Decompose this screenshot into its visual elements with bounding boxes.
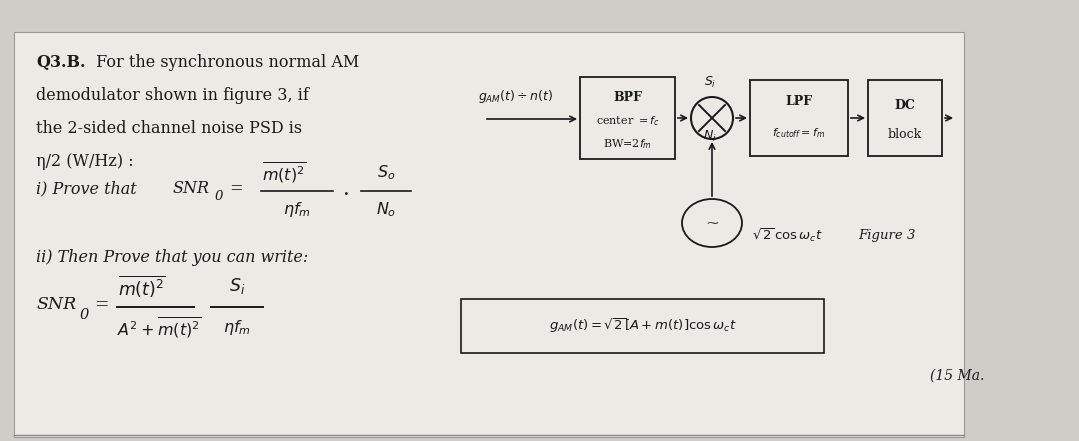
Text: $A^2 + \overline{m(t)^2}$: $A^2 + \overline{m(t)^2}$: [117, 316, 202, 340]
Text: =: =: [226, 180, 244, 198]
Text: ~: ~: [705, 214, 719, 232]
Text: $N_i$: $N_i$: [704, 129, 716, 144]
FancyBboxPatch shape: [461, 299, 824, 353]
Text: Q3.B.: Q3.B.: [36, 54, 85, 71]
Text: i) Prove that: i) Prove that: [36, 180, 147, 198]
Text: $\overline{m(t)^2}$: $\overline{m(t)^2}$: [262, 160, 306, 185]
Text: .: .: [343, 178, 350, 200]
Text: 0: 0: [80, 308, 90, 322]
Text: $\eta f_m$: $\eta f_m$: [223, 318, 251, 337]
Text: $S_i$: $S_i$: [229, 276, 245, 296]
Text: $S_o$: $S_o$: [377, 163, 395, 182]
Text: SNR: SNR: [36, 296, 77, 314]
Text: SNR: SNR: [173, 180, 210, 198]
Text: block: block: [888, 128, 923, 141]
Text: $g_{AM}(t) = \sqrt{2}[A + m(t)]\cos\omega_c t$: $g_{AM}(t) = \sqrt{2}[A + m(t)]\cos\omeg…: [548, 317, 736, 336]
Text: $\overline{m(t)^2}$: $\overline{m(t)^2}$: [119, 273, 166, 299]
Text: 0: 0: [215, 191, 223, 203]
Text: For the synchronous normal AM: For the synchronous normal AM: [91, 54, 359, 71]
Text: demodulator shown in figure 3, if: demodulator shown in figure 3, if: [36, 87, 309, 104]
FancyBboxPatch shape: [750, 80, 848, 156]
Text: (15 Ma.: (15 Ma.: [930, 369, 984, 383]
Text: $g_{AM}(t) \div n(t)$: $g_{AM}(t) \div n(t)$: [478, 88, 554, 105]
Text: BW=2$f_m$: BW=2$f_m$: [603, 137, 652, 151]
Text: $\eta f_m$: $\eta f_m$: [283, 200, 311, 219]
Text: LPF: LPF: [786, 95, 812, 108]
Text: BPF: BPF: [613, 91, 642, 104]
Text: DC: DC: [894, 99, 915, 112]
Text: $f_{cutoff} = f_m$: $f_{cutoff} = f_m$: [773, 126, 825, 140]
Text: Figure 3: Figure 3: [858, 228, 915, 242]
FancyBboxPatch shape: [14, 32, 964, 437]
Text: η/2 (W/Hz) :: η/2 (W/Hz) :: [36, 153, 134, 170]
Text: $\sqrt{2}\,\cos\omega_c t$: $\sqrt{2}\,\cos\omega_c t$: [752, 226, 823, 244]
FancyBboxPatch shape: [581, 77, 675, 159]
Text: =: =: [94, 296, 109, 314]
Text: the 2-sided channel noise PSD is: the 2-sided channel noise PSD is: [36, 120, 302, 137]
Text: center $= f_c$: center $= f_c$: [596, 114, 659, 128]
Text: $S_i$: $S_i$: [704, 75, 716, 90]
FancyBboxPatch shape: [868, 80, 942, 156]
Text: $N_o$: $N_o$: [375, 200, 396, 219]
Text: ii) Then Prove that you can write:: ii) Then Prove that you can write:: [36, 249, 309, 266]
